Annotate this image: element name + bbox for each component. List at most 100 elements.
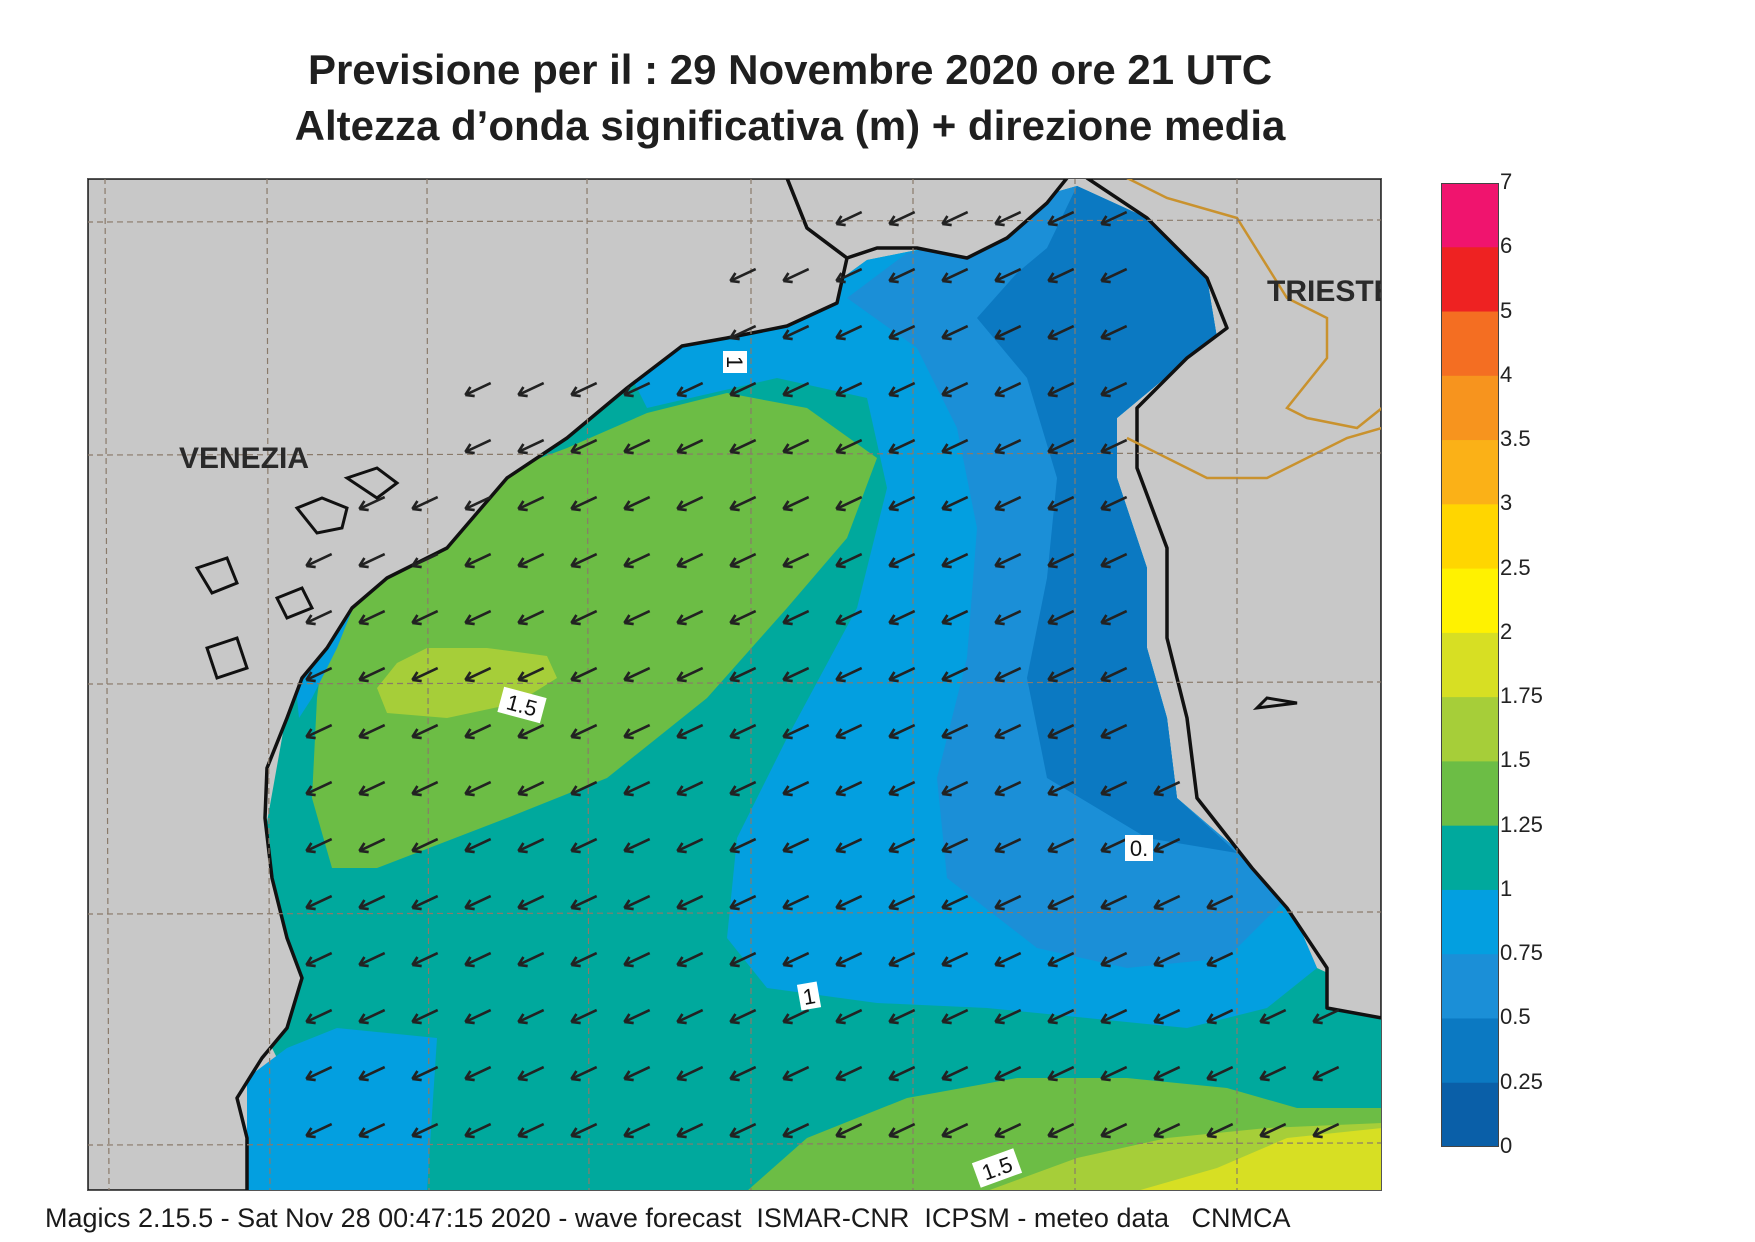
wave-arrow <box>888 1065 916 1082</box>
wave-arrow <box>358 666 386 683</box>
wave-arrow <box>1153 951 1181 968</box>
wave-arrow <box>835 951 863 968</box>
legend-band <box>1441 504 1499 570</box>
wave-arrow <box>570 780 598 797</box>
wave-arrow <box>941 723 969 740</box>
wave-arrow <box>1100 324 1128 341</box>
legend-band <box>1441 954 1499 1019</box>
wave-arrow <box>888 438 916 455</box>
sea-zone-po-delta <box>247 1028 437 1191</box>
page-title: Previsione per il : 29 Novembre 2020 ore… <box>307 46 1273 93</box>
legend-band <box>1441 825 1499 891</box>
wave-arrow <box>623 381 651 398</box>
land-istria-tip <box>1252 696 1298 711</box>
wave-arrow <box>305 609 333 626</box>
wave-arrow <box>941 267 969 284</box>
wave-arrow <box>676 438 704 455</box>
wave-arrow <box>570 666 598 683</box>
wave-arrow <box>411 666 439 683</box>
wave-arrow <box>729 495 757 512</box>
legend-band <box>1441 440 1499 505</box>
wave-arrow <box>623 837 651 854</box>
wave-arrow <box>676 837 704 854</box>
wave-arrow <box>941 381 969 398</box>
wave-arrow <box>1047 552 1075 569</box>
wave-arrow <box>1100 267 1128 284</box>
legend-label: 0.75 <box>1500 940 1543 966</box>
wave-arrow <box>305 1065 333 1082</box>
wave-arrow <box>358 723 386 740</box>
wave-arrow <box>358 495 386 512</box>
wave-arrow <box>1259 1008 1287 1025</box>
legend-label: 0 <box>1500 1133 1513 1158</box>
wave-arrow <box>1047 609 1075 626</box>
wave-arrow <box>570 1065 598 1082</box>
wave-arrow <box>623 1065 651 1082</box>
wave-arrow <box>941 324 969 341</box>
svg-text:1: 1 <box>801 983 817 1010</box>
wave-arrow <box>411 609 439 626</box>
wave-arrow <box>623 438 651 455</box>
wave-arrow <box>517 1122 545 1139</box>
wave-arrow <box>888 894 916 911</box>
wave-arrow <box>835 780 863 797</box>
sea-zone-0.25-0.5 <box>977 186 1237 853</box>
wave-arrow <box>517 951 545 968</box>
wave-arrow <box>782 438 810 455</box>
wave-arrow <box>1100 552 1128 569</box>
legend-band <box>1441 247 1499 313</box>
land-west-coast <box>87 178 849 1191</box>
wave-arrow <box>782 780 810 797</box>
legend-label: 2.5 <box>1500 554 1531 580</box>
wave-arrow <box>1047 951 1075 968</box>
legend-label: 7 <box>1500 169 1513 194</box>
wave-arrow <box>305 837 333 854</box>
svg-text:1: 1 <box>722 356 747 368</box>
wave-arrow <box>729 552 757 569</box>
wave-arrow <box>941 780 969 797</box>
wave-arrow <box>464 780 492 797</box>
place-venezia: VENEZIA <box>179 442 309 475</box>
wave-arrow <box>570 951 598 968</box>
wave-arrow <box>994 267 1022 284</box>
wave-arrow <box>994 780 1022 797</box>
wave-arrow <box>835 894 863 911</box>
wave-arrow <box>464 1008 492 1025</box>
wave-arrow <box>676 1065 704 1082</box>
wave-arrow <box>623 723 651 740</box>
wave-arrow <box>729 438 757 455</box>
wave-arrow <box>676 381 704 398</box>
legend-band <box>1441 183 1499 248</box>
wave-arrow <box>729 609 757 626</box>
legend-label: 0.25 <box>1500 1068 1543 1094</box>
wave-arrow <box>1153 837 1181 854</box>
wave-arrow <box>570 438 598 455</box>
wave-arrow <box>1206 1008 1234 1025</box>
color-legend <box>1441 183 1499 1147</box>
wave-arrow <box>1047 324 1075 341</box>
sea-zone-south-light <box>1137 1128 1382 1191</box>
wave-arrow <box>517 438 545 455</box>
wave-arrow <box>994 951 1022 968</box>
wave-arrow <box>941 552 969 569</box>
legend-band <box>1441 761 1499 827</box>
national-border <box>1126 178 1382 480</box>
legend-band <box>1441 697 1499 762</box>
wave-arrow <box>888 552 916 569</box>
wave-arrow <box>941 837 969 854</box>
wave-arrow <box>835 666 863 683</box>
wave-arrow <box>888 381 916 398</box>
wave-arrow <box>305 894 333 911</box>
wave-arrow <box>782 495 810 512</box>
wave-arrow <box>517 1065 545 1082</box>
wave-arrow <box>517 894 545 911</box>
contour-label-1-north: 1 <box>722 351 747 373</box>
wave-arrow <box>729 1122 757 1139</box>
wave-arrow <box>1312 1008 1340 1025</box>
wave-arrow <box>1047 894 1075 911</box>
wave-arrow <box>517 723 545 740</box>
wave-arrow <box>835 210 863 227</box>
wave-arrow <box>517 1008 545 1025</box>
wave-arrow <box>888 666 916 683</box>
wave-arrow <box>782 1065 810 1082</box>
